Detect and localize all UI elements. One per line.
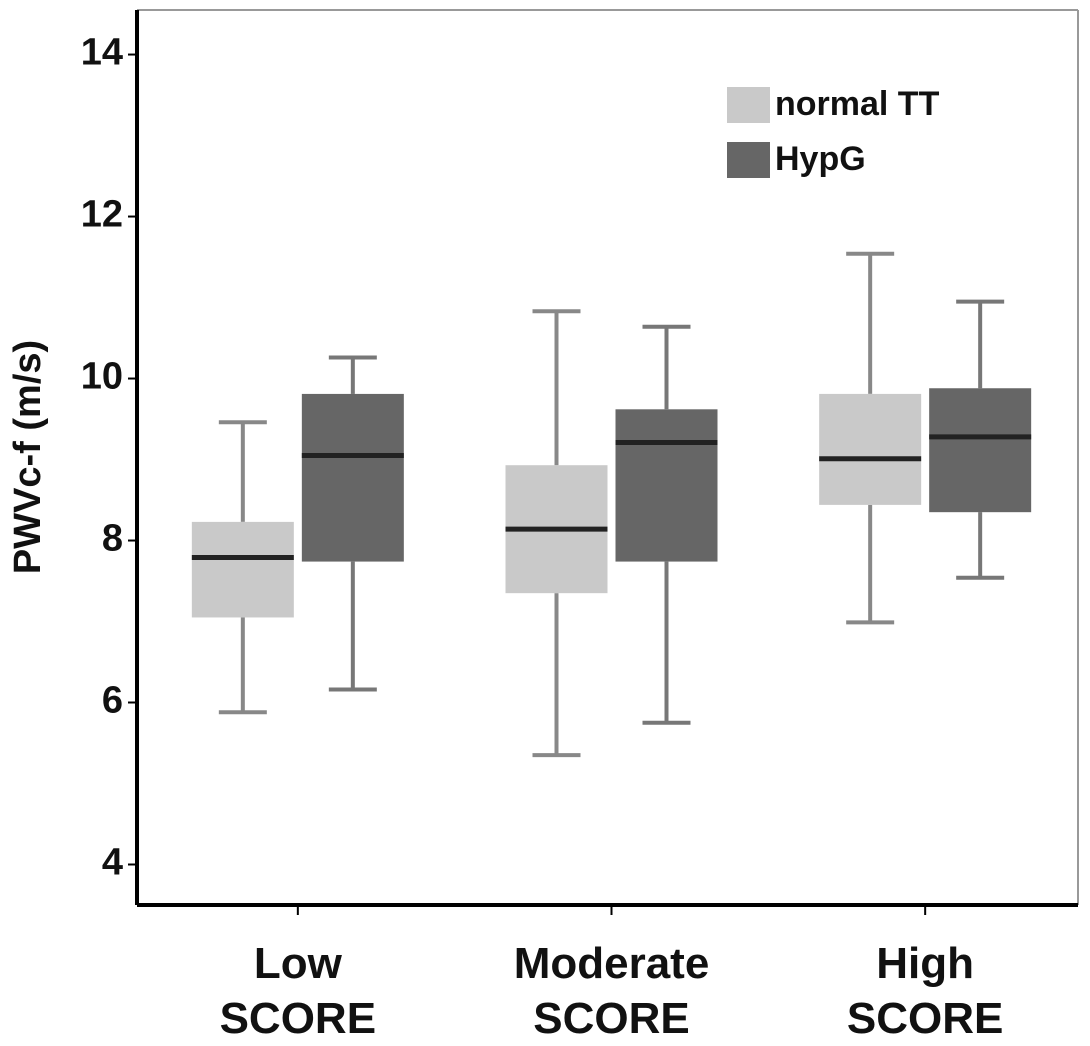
y-tick-label: 6 (102, 680, 123, 722)
y-tick-label: 14 (81, 32, 123, 74)
legend-swatch (727, 87, 770, 123)
legend-swatch (727, 142, 770, 178)
legend-label: normal TT (775, 85, 940, 123)
box (301, 393, 404, 562)
y-axis-label: PWVc-f (m/s) (7, 340, 49, 574)
x-tick-label: High SCORE (846, 939, 1004, 1043)
box (191, 521, 294, 618)
y-tick-label: 10 (81, 356, 123, 398)
x-tick-label: Low SCORE (219, 939, 377, 1043)
y-tick-label: 12 (81, 194, 123, 236)
y-tick-label: 4 (102, 842, 123, 884)
legend-label: HypG (775, 140, 866, 178)
box (819, 393, 922, 505)
box (615, 409, 718, 562)
box (929, 388, 1032, 513)
x-tick-label: Moderate SCORE (513, 939, 710, 1043)
y-tick-label: 8 (102, 518, 123, 560)
